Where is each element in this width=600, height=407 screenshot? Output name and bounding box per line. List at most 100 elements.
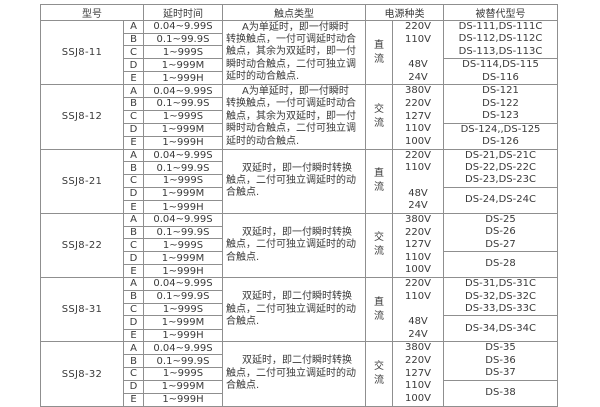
power-kind-cell: 直流 bbox=[365, 277, 393, 343]
voltage: 380V bbox=[405, 85, 431, 97]
replaced-model: DS-122 bbox=[482, 97, 519, 109]
replaced-model: DS-28 bbox=[485, 258, 516, 270]
table-row: E 1~999H bbox=[41, 328, 558, 343]
table-row: SSJ8-31 A 0.04~9.99S 双延时，即二付瞬时转换 触点，二付可独… bbox=[40, 277, 558, 343]
delay-range: 1~999S bbox=[143, 238, 223, 253]
replaced-model: DS-121 bbox=[482, 85, 519, 97]
replaced-model: DS-126 bbox=[482, 136, 519, 148]
delay-range: 1~999M bbox=[143, 122, 223, 137]
replaced-models-top: DS-35 DS-36 DS-37 bbox=[443, 341, 558, 381]
power-kind: 直流 bbox=[374, 39, 384, 65]
table-row: SSJ8-32 A 0.04~9.99S 双延时，即二付瞬时转换 触点，二付可独… bbox=[40, 341, 558, 407]
delay-range: 0.1~99.9S bbox=[143, 97, 223, 111]
spec-table: 型号 延时时间 触点类型 电源种类 被替代型号 SSJ8-11 A 0.04~9… bbox=[40, 4, 558, 407]
variant-letter: C bbox=[123, 109, 144, 124]
replaced-models-bottom: DS-124,,DS-125 DS-126 bbox=[443, 122, 558, 150]
contact-type-line: 触点，二付可独立调延时的动 bbox=[226, 303, 356, 315]
model-name: SSJ8-32 bbox=[40, 341, 124, 407]
contact-type-cell: 双延时，即一付瞬时转换 触点，二付可独立调延时的动 合触点. bbox=[222, 148, 366, 214]
contact-type-line: 触点，二付可独立调延时的动 bbox=[226, 175, 356, 186]
table-row: B 0.1~99.9S bbox=[41, 97, 558, 111]
model-group-ssj8-21: SSJ8-21 A 0.04~9.99S 双延时，即一付瞬时转换 触点，二付可独… bbox=[40, 148, 558, 214]
delay-range: 1~999S bbox=[143, 366, 223, 381]
voltage: 110V bbox=[405, 162, 431, 174]
delay-range: 1~999H bbox=[143, 200, 223, 214]
voltage-cell: 220V 110V 48V 24V bbox=[392, 19, 444, 86]
delay-range: 1~999M bbox=[143, 379, 223, 395]
power-kind-cell: 直流 bbox=[365, 19, 393, 86]
power-kind: 直流 bbox=[374, 296, 384, 322]
replaced-model: DS-116 bbox=[482, 71, 519, 83]
variant-letter: D bbox=[123, 58, 144, 73]
model-group-ssj8-11: SSJ8-11 A 0.04~9.99S A为单延时，即一付瞬时 转换触点，一付… bbox=[40, 19, 558, 86]
contact-type-cell: 双延时，即二付瞬时转换 触点，二付可独立调延时的动 合触点. bbox=[222, 277, 366, 343]
power-kind-cell: 交流 bbox=[365, 84, 393, 150]
variant-letter: A bbox=[123, 148, 144, 163]
delay-range: 0.1~99.9S bbox=[143, 354, 223, 368]
contact-type-cell: A为单延时，即一付瞬时 转换触点，一付可调延时动合 触点，其余为双延时，即一付 … bbox=[222, 84, 366, 150]
voltage: 24V bbox=[408, 328, 428, 340]
variant-letter: E bbox=[123, 264, 144, 279]
delay-range: 0.1~99.9S bbox=[143, 161, 223, 176]
voltage: 100V bbox=[405, 135, 431, 147]
variant-letter: C bbox=[123, 366, 144, 381]
table-row: C 1~999S bbox=[41, 109, 558, 124]
header-model: 型号 bbox=[40, 4, 144, 21]
replaced-model: DS-26 bbox=[485, 226, 516, 238]
voltage: 48V bbox=[408, 316, 428, 328]
table-row: D 1~999M DS-114,DS-115 DS-116 bbox=[41, 58, 558, 86]
voltage-cell: 220V 110V 48V 24V bbox=[392, 148, 444, 214]
contact-type-line: 合触点. bbox=[226, 315, 260, 327]
contact-type-line: 双延时，即二付瞬时转换 bbox=[242, 291, 352, 303]
replaced-model: DS-32,DS-32C bbox=[465, 290, 536, 302]
power-kind: 交流 bbox=[374, 232, 384, 258]
variant-letter: A bbox=[123, 277, 144, 291]
variant-letter: A bbox=[123, 212, 144, 227]
contact-type-line: A为单延时，即一付瞬时 bbox=[242, 85, 349, 97]
model-name: SSJ8-21 bbox=[40, 148, 124, 214]
voltage: 380V bbox=[405, 213, 431, 225]
delay-range: 0.04~9.99S bbox=[143, 148, 223, 163]
contact-type-cell: A为单延时，即一付瞬时 转换触点，一付可调延时动合 触点，其余为双延时，即一付 … bbox=[222, 19, 366, 86]
replaced-model: DS-114,DS-115 bbox=[462, 59, 539, 71]
delay-range: 1~999H bbox=[143, 264, 223, 279]
replaced-models-bottom: DS-38 bbox=[443, 379, 558, 407]
replaced-models-top: DS-31,DS-31C DS-32,DS-32C DS-33,DS-33C bbox=[443, 277, 558, 317]
header-replaced: 被替代型号 bbox=[443, 4, 558, 21]
contact-type-line: 瞬时动合触点，二付可独立调 bbox=[226, 123, 356, 135]
variant-letter: B bbox=[123, 289, 144, 304]
replaced-model: DS-25 bbox=[485, 213, 516, 225]
table-row: B 0.1~99.9S bbox=[41, 225, 558, 240]
spec-table-wrapper: 型号 延时时间 触点类型 电源种类 被替代型号 SSJ8-11 A 0.04~9… bbox=[40, 4, 558, 407]
voltage: 220V bbox=[405, 97, 431, 109]
replaced-model: DS-123 bbox=[482, 110, 519, 122]
model-name: SSJ8-12 bbox=[40, 84, 124, 150]
delay-range: 1~999S bbox=[143, 45, 223, 60]
voltage: 110V bbox=[405, 123, 431, 135]
replaced-model: DS-35 bbox=[485, 342, 516, 354]
table-row: C 1~999S bbox=[41, 174, 558, 188]
table-row: E 1~999H bbox=[41, 71, 558, 86]
replaced-model: DS-34,DS-34C bbox=[465, 322, 536, 334]
voltage: 127V bbox=[405, 367, 431, 379]
delay-range: 1~999M bbox=[143, 251, 223, 266]
contact-type-line: 触点，其余为双延时，即一付 bbox=[226, 46, 356, 58]
contact-type-line: 转换触点，一付可调延时动合 bbox=[226, 34, 356, 46]
voltage: 110V bbox=[405, 380, 431, 392]
contact-type-line: 触点，其余为双延时，即一付 bbox=[226, 110, 356, 122]
replaced-models-bottom: DS-34,DS-34C bbox=[443, 315, 558, 343]
model-group-ssj8-12: SSJ8-12 A 0.04~9.99S A为单延时，即一付瞬时 转换触点，一付… bbox=[40, 84, 558, 150]
replaced-models-top: DS-121 DS-122 DS-123 bbox=[443, 84, 558, 124]
delay-range: 0.1~99.9S bbox=[143, 32, 223, 47]
contact-type-line: 双延时，即一付瞬时转换 bbox=[242, 162, 352, 174]
delay-range: 0.1~99.9S bbox=[143, 289, 223, 304]
contact-type-cell: 双延时，即二付瞬时转换 触点，二付可独立调延时的动 合触点. bbox=[222, 341, 366, 407]
variant-letter: B bbox=[123, 161, 144, 176]
replaced-model: DS-38 bbox=[485, 386, 516, 398]
power-kind: 交流 bbox=[374, 361, 384, 387]
voltage: 100V bbox=[405, 264, 431, 276]
delay-range: 1~999H bbox=[143, 71, 223, 86]
replaced-models-bottom: DS-24,DS-24C bbox=[443, 186, 558, 214]
variant-letter: D bbox=[123, 122, 144, 137]
replaced-model: DS-111,DS-111C bbox=[458, 21, 543, 32]
